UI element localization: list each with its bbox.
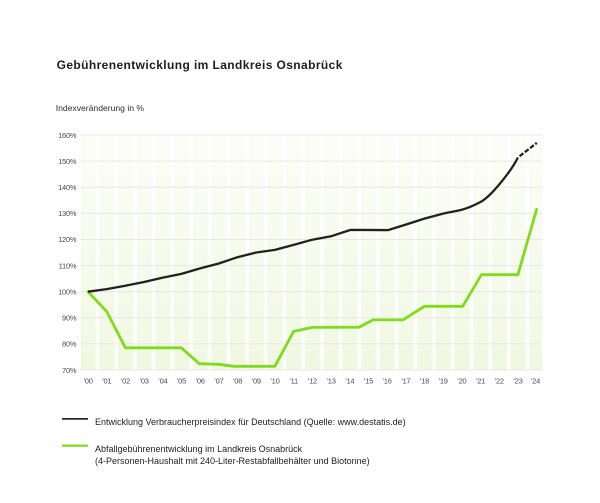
svg-text:’06: ’06 (195, 376, 204, 385)
svg-text:80%: 80% (62, 340, 77, 349)
svg-text:100%: 100% (58, 287, 77, 296)
svg-text:110%: 110% (59, 261, 77, 270)
svg-text:’10: ’10 (270, 376, 279, 385)
svg-text:’18: ’18 (420, 376, 429, 385)
svg-text:’23: ’23 (513, 376, 522, 385)
svg-text:140%: 140% (58, 183, 77, 192)
svg-text:’01: ’01 (102, 376, 111, 385)
svg-text:’08: ’08 (233, 376, 242, 385)
svg-text:’09: ’09 (252, 376, 261, 385)
svg-text:’00: ’00 (83, 376, 92, 385)
svg-text:’04: ’04 (158, 376, 167, 385)
svg-text:’11: ’11 (289, 376, 298, 385)
svg-text:’14: ’14 (345, 376, 354, 385)
svg-text:’03: ’03 (139, 376, 148, 385)
svg-text:’12: ’12 (308, 376, 317, 385)
svg-text:70%: 70% (62, 366, 77, 375)
svg-text:’21: ’21 (476, 376, 485, 385)
svg-text:150%: 150% (58, 157, 77, 166)
svg-text:’13: ’13 (326, 376, 335, 385)
svg-text:’15: ’15 (364, 376, 373, 385)
svg-text:’02: ’02 (121, 376, 130, 385)
svg-text:’16: ’16 (382, 376, 391, 385)
svg-text:160%: 160% (58, 131, 77, 140)
svg-text:’22: ’22 (495, 376, 504, 385)
svg-text:120%: 120% (58, 235, 77, 244)
svg-text:’19: ’19 (438, 376, 447, 385)
svg-text:130%: 130% (58, 209, 77, 218)
svg-text:’17: ’17 (401, 376, 410, 385)
svg-text:’24: ’24 (531, 376, 540, 385)
svg-text:’20: ’20 (457, 376, 466, 385)
svg-text:’07: ’07 (214, 376, 223, 385)
svg-text:90%: 90% (62, 314, 77, 323)
svg-text:’05: ’05 (177, 376, 186, 385)
